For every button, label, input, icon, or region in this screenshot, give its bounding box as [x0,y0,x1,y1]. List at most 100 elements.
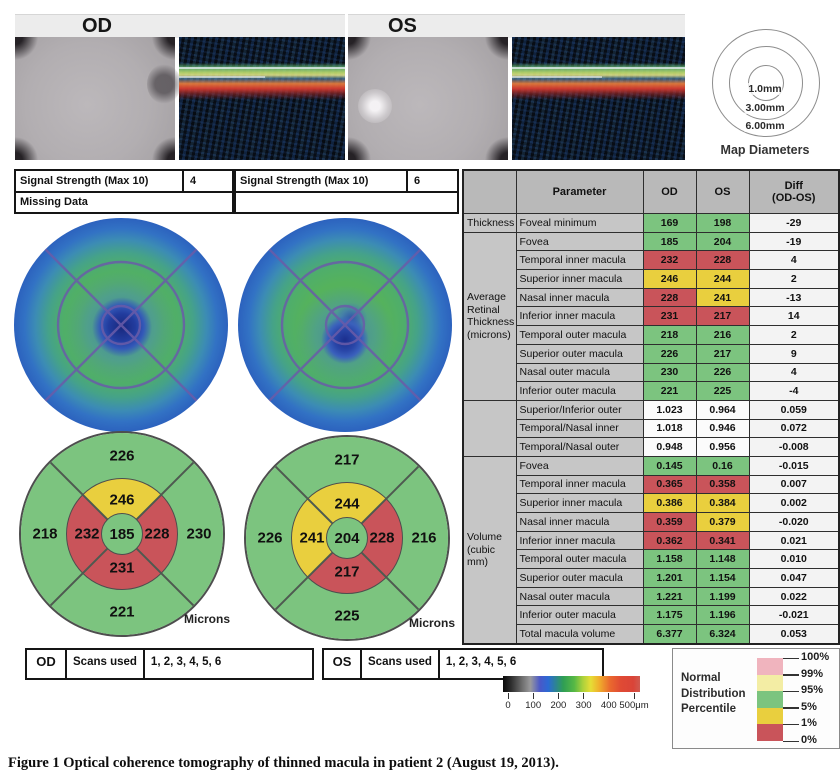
percentile-label: 0% [801,734,817,746]
os-value-cell: 1.154 [695,568,750,588]
diff-value-cell: -0.020 [748,512,840,532]
diff-value-cell: 4 [748,250,840,271]
od-signal-strength-value: 4 [190,175,197,187]
diff-header-cell: Diff (OD-OS) [748,169,840,214]
os-thickness-map [238,218,452,432]
od-signal-strength-box: Signal Strength (Max 10) 4 Missing Data [14,169,234,214]
table-row: Volume (cubic mm) Fovea 0.145 0.16 -0.015 [462,455,840,645]
map-diameters-diagram: 1.0mm 3.00mm 6.00mm Map Diameters [690,27,838,165]
percentile-tick-line [783,740,799,742]
od-scans-used-value: 1, 2, 3, 4, 5, 6 [150,656,222,668]
percentile-tick-line [783,657,799,659]
table-row: Temporal/Nasal inner 1.018 0.946 0.072 [463,418,840,439]
od-inner-inferior-value: 231 [109,559,135,577]
table-header-row: Parameter OD OS Diff (OD-OS) [462,169,840,214]
ring-label-3mm: 3.00mm [744,102,786,114]
od-value-cell: 246 [642,269,697,289]
os-inner-inferior-value: 217 [334,563,360,581]
os-value-cell: 226 [695,362,750,383]
parameter-cell: Temporal/Nasal inner [515,418,644,439]
os-value-cell: 1.196 [695,605,750,626]
os-signal-strength-box: Signal Strength (Max 10) 6 [234,169,459,214]
tick-mark [633,693,635,699]
od-value-cell: 0.948 [642,437,697,457]
ring-3mm [729,46,803,120]
od-value-cell: 221 [642,381,697,401]
parameter-cell: Temporal inner macula [515,250,644,271]
parameter-cell: Temporal/Nasal outer [515,437,644,457]
os-inner-superior-value: 244 [334,495,360,513]
diff-value-cell: -0.008 [748,437,840,457]
os-scan-eye-label: OS [324,650,362,678]
od-value-cell: 1.158 [642,549,697,570]
diff-value-cell: -0.015 [748,455,840,476]
parameter-cell: Superior outer macula [515,343,644,364]
od-value-cell: 1.175 [642,605,697,626]
table-row: Superior/Inferior outer 1.023 0.964 0.059 [462,399,840,457]
ring-label-6mm: 6.00mm [744,120,786,132]
od-etdrs-grid: 185 226 221 218 230 246 231 232 228 Micr… [19,431,230,637]
ring-6mm [712,29,820,137]
od-value-cell: 185 [642,231,697,252]
table-row: Nasal inner macula 228 241 -13 [463,287,840,308]
parameter-cell: Total macula volume [515,624,644,645]
os-fundus-image [348,37,508,160]
os-note [236,193,457,212]
diff-value-cell: 0.053 [748,624,840,645]
tick-mark [608,693,610,699]
parameter-cell: Nasal inner macula [515,512,644,532]
os-microns-label: Microns [409,616,456,630]
comparison-table-body: Thickness Foveal minimum 169 198 -29 Average … [462,213,840,645]
os-value-cell: 0.956 [695,437,750,457]
os-value-cell: 6.324 [695,624,750,645]
percentile-label: 1% [801,717,817,730]
os-map-grid-overlay [268,248,422,402]
percentile-swatch [757,707,783,725]
od-value-cell: 1.201 [642,568,697,588]
diff-value-cell: -13 [748,287,840,308]
percentile-label: 99% [801,667,824,680]
group-label-cell: Average Retinal Thickness (microns) [462,231,517,401]
od-inner-temporal-value: 232 [74,525,100,543]
percentile-label: 95% [801,684,824,697]
group-label-cell: Volume (cubic mm) [462,455,517,645]
percentile-swatch [757,691,783,708]
od-signal-strength-label: Signal Strength (Max 10) [16,171,184,191]
diff-value-cell: 0.021 [748,530,840,551]
os-value-cell: 0.16 [695,455,750,476]
table-row: Inferior inner macula 231 217 14 [463,306,840,327]
diff-value-cell: 9 [748,343,840,364]
table-row: Temporal outer macula 1.158 1.148 0.010 [463,549,840,570]
diff-value-cell: 4 [748,362,840,383]
od-value-cell: 230 [642,362,697,383]
percentile-tick-line [783,707,799,709]
map-diameters-caption: Map Diameters [720,143,810,157]
os-header-strip: OS [348,14,685,38]
parameter-cell: Inferior outer macula [515,605,644,626]
os-value-cell: 1.148 [695,549,750,570]
od-value-cell: 1.023 [642,399,697,420]
os-value-cell: 217 [695,306,750,327]
parameter-cell: Superior outer macula [515,568,644,588]
diff-value-cell: 0.010 [748,549,840,570]
os-value-cell: 0.379 [695,512,750,532]
table-row: Temporal inner macula 0.365 0.358 0.007 [463,474,840,495]
os-scans-used-value: 1, 2, 3, 4, 5, 6 [445,656,517,668]
group-label-cell: Thickness [462,213,517,233]
od-value-cell: 0.386 [642,493,697,513]
parameter-cell: Nasal outer macula [515,362,644,383]
os-label: OS [388,15,417,37]
od-outer-superior-value: 226 [109,447,135,465]
os-value-cell: 0.358 [695,474,750,495]
os-header-cell: OS [695,169,750,214]
tick-label: 500μm [619,700,649,711]
diff-value-cell: -0.021 [748,605,840,626]
od-value-cell: 0.359 [642,512,697,532]
os-outer-inferior-value: 225 [334,607,360,625]
diff-value-cell: 0.002 [748,493,840,513]
os-signal-strength-value: 6 [414,175,421,187]
os-outer-superior-value: 217 [334,451,360,469]
od-scans-used-label: Scans used [67,650,145,678]
diff-value-cell: 2 [748,269,840,289]
